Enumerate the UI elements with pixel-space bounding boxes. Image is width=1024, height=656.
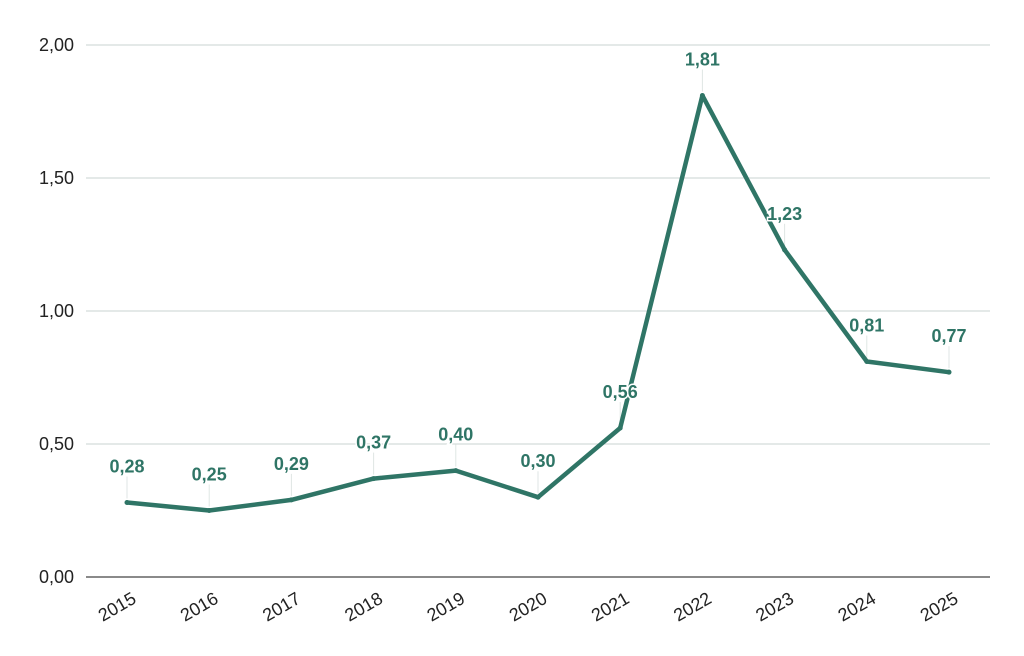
x-tick-label: 2023	[752, 588, 797, 625]
data-point	[946, 369, 952, 375]
data-point	[371, 476, 377, 482]
data-points	[124, 93, 952, 513]
data-point	[206, 508, 212, 513]
x-tick-label: 2024	[835, 588, 880, 625]
data-label: 0,29	[274, 454, 309, 474]
data-label: 0,30	[520, 451, 555, 471]
y-tick-label: 1,00	[39, 301, 74, 321]
data-label: 0,81	[849, 316, 884, 336]
data-label: 0,37	[356, 433, 391, 453]
data-label: 1,81	[685, 50, 720, 70]
data-label: 0,25	[192, 465, 227, 485]
data-point	[288, 497, 294, 503]
data-point	[535, 494, 541, 500]
x-tick-label: 2016	[177, 588, 222, 625]
x-axis-ticks: 2015 2016 2017 2018 2019 2020 2021 2022 2023 2024…	[95, 588, 962, 625]
y-tick-label: 0,50	[39, 434, 74, 454]
series-line	[124, 93, 952, 513]
gridlines	[86, 44, 990, 578]
data-label: 0,56	[603, 382, 638, 402]
x-tick-label: 2019	[424, 588, 469, 625]
x-tick-label: 2018	[341, 588, 386, 625]
y-axis-ticks: 0,00 0,50 1,00 1,50 2,00	[39, 35, 74, 587]
data-point	[782, 247, 788, 253]
y-tick-label: 0,00	[39, 567, 74, 587]
y-tick-label: 1,50	[39, 168, 74, 188]
data-labels: 0,28 0,25 0,29 0,37 0,40 0,30 0,56 1,81 1,23 0,81…	[108, 48, 968, 486]
y-tick-label: 2,00	[39, 35, 74, 55]
x-tick-label: 2015	[95, 588, 140, 625]
x-tick-label: 2017	[259, 588, 304, 625]
x-tick-label: 2020	[506, 588, 551, 625]
data-label: 0,28	[109, 457, 144, 477]
series-lines	[124, 93, 952, 513]
data-point	[124, 500, 130, 506]
data-point	[453, 468, 459, 474]
data-label: 0,77	[931, 326, 966, 346]
data-point	[617, 425, 623, 431]
x-tick-label: 2025	[917, 588, 962, 625]
x-tick-label: 2021	[588, 588, 633, 625]
data-point	[864, 359, 870, 365]
data-label: 0,40	[438, 425, 473, 445]
data-label: 1,23	[767, 204, 802, 224]
data-point	[699, 93, 705, 99]
x-tick-label: 2022	[670, 588, 715, 625]
label-leaders	[126, 69, 950, 507]
